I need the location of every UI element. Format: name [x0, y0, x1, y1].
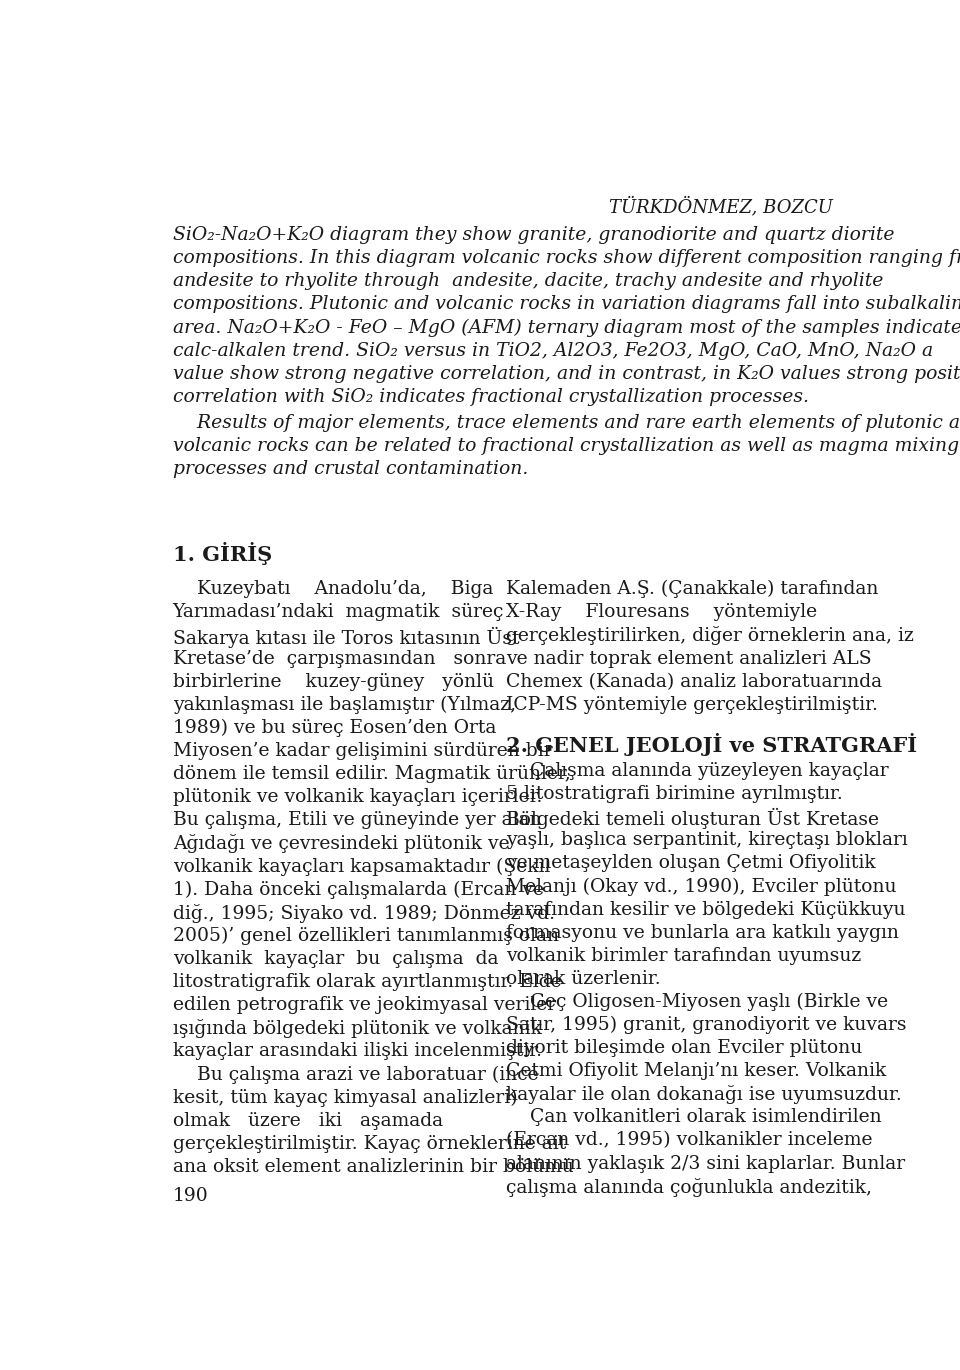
- Text: volkanik kayaçları kapsamaktadır (Şekil: volkanik kayaçları kapsamaktadır (Şekil: [173, 858, 550, 875]
- Text: 190: 190: [173, 1186, 208, 1206]
- Text: X-Ray    Flouresans    yöntemiyle: X-Ray Flouresans yöntemiyle: [506, 603, 817, 622]
- Text: dönem ile temsil edilir. Magmatik ürünler,: dönem ile temsil edilir. Magmatik ürünle…: [173, 764, 570, 784]
- Text: diğ., 1995; Siyako vd. 1989; Dönmez vd.: diğ., 1995; Siyako vd. 1989; Dönmez vd.: [173, 904, 555, 922]
- Text: Ağıdağı ve çevresindeki plütonik ve: Ağıdağı ve çevresindeki plütonik ve: [173, 834, 510, 854]
- Text: Geç Oligosen-Miyosen yaşlı (Birkle ve: Geç Oligosen-Miyosen yaşlı (Birkle ve: [506, 993, 888, 1011]
- Text: ışığında bölgedeki plütonik ve volkanik: ışığında bölgedeki plütonik ve volkanik: [173, 1019, 541, 1038]
- Text: Melanjı (Okay vd., 1990), Evciler plütonu: Melanjı (Okay vd., 1990), Evciler plüton…: [506, 877, 897, 896]
- Text: yakınlaşması ile başlamıştır (Yılmaz,: yakınlaşması ile başlamıştır (Yılmaz,: [173, 696, 516, 714]
- Text: litostratigrafik olarak ayırtlanmıştır. Elde: litostratigrafik olarak ayırtlanmıştır. …: [173, 973, 562, 991]
- Text: ve metaşeylden oluşan Çetmi Ofiyolitik: ve metaşeylden oluşan Çetmi Ofiyolitik: [506, 855, 876, 873]
- Text: Bölgedeki temeli oluşturan Üst Kretase: Bölgedeki temeli oluşturan Üst Kretase: [506, 808, 879, 829]
- Text: volcanic rocks can be related to fractional crystallization as well as magma mix: volcanic rocks can be related to fractio…: [173, 437, 959, 455]
- Text: 2005)’ genel özellikleri tanımlanmış olan: 2005)’ genel özellikleri tanımlanmış ola…: [173, 926, 559, 945]
- Text: plütonik ve volkanik kayaçları içerirler.: plütonik ve volkanik kayaçları içerirler…: [173, 788, 542, 806]
- Text: compositions. Plutonic and volcanic rocks in variation diagrams fall into subalk: compositions. Plutonic and volcanic rock…: [173, 296, 960, 314]
- Text: area. Na₂O+K₂O - FeO – MgO (AFM) ternary diagram most of the samples indicate: area. Na₂O+K₂O - FeO – MgO (AFM) ternary…: [173, 318, 960, 337]
- Text: Bu çalışma, Etili ve güneyinde yer alan: Bu çalışma, Etili ve güneyinde yer alan: [173, 811, 541, 829]
- Text: 2. GENEL JEOLOJİ ve STRATGRAFİ: 2. GENEL JEOLOJİ ve STRATGRAFİ: [506, 733, 917, 756]
- Text: Çetmi Ofiyolit Melanjı’nı keser. Volkanik: Çetmi Ofiyolit Melanjı’nı keser. Volkani…: [506, 1062, 886, 1080]
- Text: Çan volkanitleri olarak isimlendirilen: Çan volkanitleri olarak isimlendirilen: [506, 1108, 881, 1126]
- Text: Yarımadası’ndaki  magmatik  süreç: Yarımadası’ndaki magmatik süreç: [173, 603, 504, 622]
- Text: formasyonu ve bunlarla ara katkılı yaygın: formasyonu ve bunlarla ara katkılı yaygı…: [506, 923, 899, 941]
- Text: 5 litostratigrafi birimine ayrılmıştır.: 5 litostratigrafi birimine ayrılmıştır.: [506, 785, 843, 803]
- Text: olarak üzerlenir.: olarak üzerlenir.: [506, 970, 660, 988]
- Text: TÜRKDÖNMEZ, BOZCU: TÜRKDÖNMEZ, BOZCU: [610, 197, 833, 216]
- Text: processes and crustal contamination.: processes and crustal contamination.: [173, 460, 528, 478]
- Text: Satır, 1995) granit, granodiyorit ve kuvars: Satır, 1995) granit, granodiyorit ve kuv…: [506, 1017, 906, 1034]
- Text: alanının yaklaşık 2/3 sini kaplarlar. Bunlar: alanının yaklaşık 2/3 sini kaplarlar. Bu…: [506, 1155, 905, 1173]
- Text: gerçekleştirilmiştir. Kayaç örneklerine ait: gerçekleştirilmiştir. Kayaç örneklerine …: [173, 1134, 566, 1152]
- Text: ve nadir toprak element analizleri ALS: ve nadir toprak element analizleri ALS: [506, 649, 872, 667]
- Text: olmak   üzere   iki   aşamada: olmak üzere iki aşamada: [173, 1111, 443, 1129]
- Text: SiO₂-Na₂O+K₂O diagram they show granite, granodiorite and quartz diorite: SiO₂-Na₂O+K₂O diagram they show granite,…: [173, 226, 894, 244]
- Text: volkanik  kayaçlar  bu  çalışma  da: volkanik kayaçlar bu çalışma da: [173, 949, 498, 967]
- Text: value show strong negative correlation, and in contrast, in K₂O values strong po: value show strong negative correlation, …: [173, 364, 960, 382]
- Text: Çalışma alanında yüzeyleyen kayaçlar: Çalışma alanında yüzeyleyen kayaçlar: [506, 762, 889, 780]
- Text: çalışma alanında çoğunlukla andezitik,: çalışma alanında çoğunlukla andezitik,: [506, 1178, 872, 1197]
- Text: 1. GİRİŞ: 1. GİRİŞ: [173, 541, 272, 564]
- Text: Sakarya kıtası ile Toros kıtasının Üst: Sakarya kıtası ile Toros kıtasının Üst: [173, 626, 519, 648]
- Text: kesit, tüm kayaç kimyasal analizleri): kesit, tüm kayaç kimyasal analizleri): [173, 1088, 517, 1107]
- Text: kayaçlar arasındaki ilişki incelenmiştir.: kayaçlar arasındaki ilişki incelenmiştir…: [173, 1043, 541, 1060]
- Text: 1989) ve bu süreç Eosen’den Orta: 1989) ve bu süreç Eosen’den Orta: [173, 719, 496, 737]
- Text: Chemex (Kanada) analiz laboratuarında: Chemex (Kanada) analiz laboratuarında: [506, 673, 882, 690]
- Text: diyorit bileşimde olan Evciler plütonu: diyorit bileşimde olan Evciler plütonu: [506, 1038, 862, 1058]
- Text: Kalemaden A.Ş. (Çanakkale) tarafından: Kalemaden A.Ş. (Çanakkale) tarafından: [506, 581, 878, 599]
- Text: 1). Daha önceki çalışmalarda (Ercan ve: 1). Daha önceki çalışmalarda (Ercan ve: [173, 881, 543, 899]
- Text: ICP-MS yöntemiyle gerçekleştirilmiştir.: ICP-MS yöntemiyle gerçekleştirilmiştir.: [506, 696, 877, 714]
- Text: Kretase’de  çarpışmasından   sonra: Kretase’de çarpışmasından sonra: [173, 649, 506, 667]
- Text: gerçekleştirilirken, diğer örneklerin ana, iz: gerçekleştirilirken, diğer örneklerin an…: [506, 626, 914, 645]
- Text: birbirlerine    kuzey-güney   yönlü: birbirlerine kuzey-güney yönlü: [173, 673, 493, 690]
- Text: (Ercan vd., 1995) volkanikler inceleme: (Ercan vd., 1995) volkanikler inceleme: [506, 1132, 873, 1149]
- Text: correlation with SiO₂ indicates fractional crystallization processes.: correlation with SiO₂ indicates fraction…: [173, 388, 808, 406]
- Text: kayalar ile olan dokanağı ise uyumsuzdur.: kayalar ile olan dokanağı ise uyumsuzdur…: [506, 1085, 901, 1104]
- Text: tarafından kesilir ve bölgedeki Küçükkuyu: tarafından kesilir ve bölgedeki Küçükkuy…: [506, 900, 905, 918]
- Text: volkanik birimler tarafından uyumsuz: volkanik birimler tarafından uyumsuz: [506, 947, 861, 964]
- Text: edilen petrografik ve jeokimyasal veriler: edilen petrografik ve jeokimyasal verile…: [173, 996, 556, 1014]
- Text: ana oksit element analizlerinin bir bölümü: ana oksit element analizlerinin bir bölü…: [173, 1158, 573, 1175]
- Text: Bu çalışma arazi ve laboratuar (ince: Bu çalışma arazi ve laboratuar (ince: [173, 1066, 539, 1084]
- Text: Miyosen’e kadar gelişimini sürdüren bir: Miyosen’e kadar gelişimini sürdüren bir: [173, 743, 552, 760]
- Text: Results of major elements, trace elements and rare earth elements of plutonic an: Results of major elements, trace element…: [173, 414, 960, 432]
- Text: compositions. In this diagram volcanic rocks show different composition ranging : compositions. In this diagram volcanic r…: [173, 249, 960, 267]
- Text: yaşlı, başlıca serpantinit, kireçtaşı blokları: yaşlı, başlıca serpantinit, kireçtaşı bl…: [506, 832, 908, 849]
- Text: Kuzeybatı    Anadolu’da,    Biga: Kuzeybatı Anadolu’da, Biga: [173, 581, 493, 599]
- Text: calc-alkalen trend. SiO₂ versus in TiO2, Al2O3, Fe2O3, MgO, CaO, MnO, Na₂O a: calc-alkalen trend. SiO₂ versus in TiO2,…: [173, 341, 933, 359]
- Text: andesite to rhyolite through  andesite, dacite, trachy andesite and rhyolite: andesite to rhyolite through andesite, d…: [173, 273, 883, 290]
